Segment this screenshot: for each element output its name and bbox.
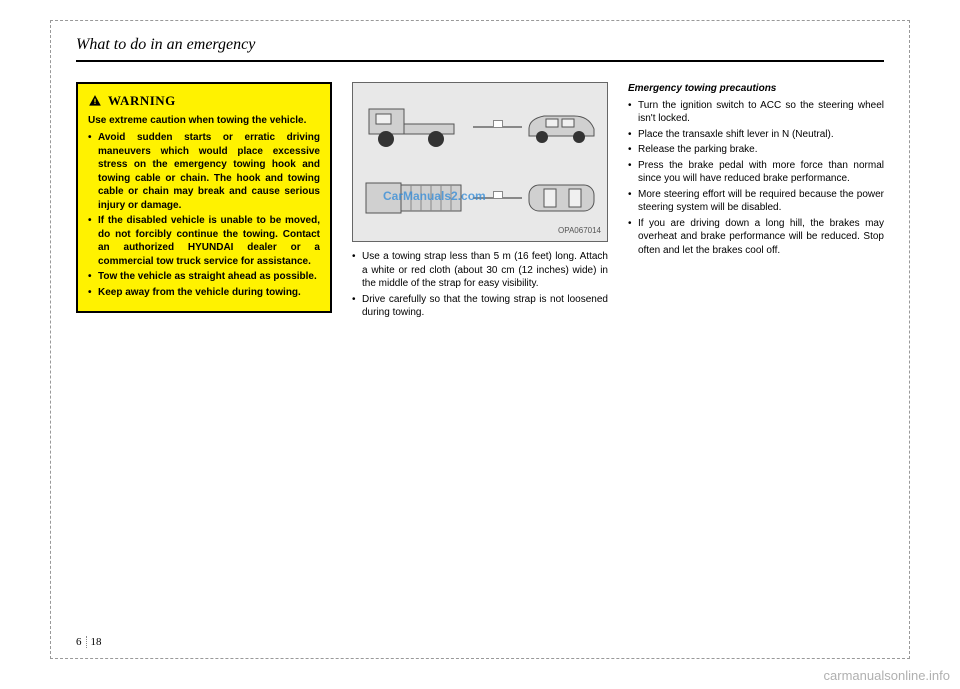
col3-item: If you are driving down a long hill, the… [628, 217, 884, 258]
warning-item: If the disabled vehicle is unable to be … [88, 214, 320, 268]
warning-title: WARNING [108, 92, 176, 110]
warning-intro: Use extreme caution when towing the vehi… [88, 114, 320, 128]
warning-list: Avoid sudden starts or erratic driving m… [88, 131, 320, 299]
warning-box: WARNING Use extreme caution when towing … [76, 82, 332, 313]
col3-title: Emergency towing precautions [628, 82, 884, 96]
column-1: WARNING Use extreme caution when towing … [76, 82, 332, 322]
col3-item: More steering effort will be required be… [628, 188, 884, 215]
truck-side-icon [361, 99, 471, 154]
header-title: What to do in an emergency [76, 36, 884, 58]
towing-diagram: OPA067014 CarManuals2.com [352, 82, 608, 242]
tow-strap-icon [473, 197, 522, 199]
col2-item: Use a towing strap less than 5 m (16 fee… [352, 250, 608, 291]
diagram-top-view [361, 162, 599, 233]
content-columns: WARNING Use extreme caution when towing … [76, 82, 884, 322]
truck-top-icon [361, 173, 471, 223]
warning-item: Tow the vehicle as straight ahead as pos… [88, 270, 320, 284]
tow-strap-icon [473, 126, 522, 128]
car-side-icon [524, 104, 599, 149]
page-number: 18 [86, 636, 102, 648]
page-header: What to do in an emergency [76, 36, 884, 62]
warning-icon [88, 94, 102, 108]
col3-list: Turn the ignition switch to ACC so the s… [628, 99, 884, 258]
diagram-side-view [361, 91, 599, 162]
car-top-icon [524, 177, 599, 219]
diagram-code: OPA067014 [558, 226, 601, 237]
header-rule [76, 60, 884, 62]
col2-list: Use a towing strap less than 5 m (16 fee… [352, 250, 608, 320]
col3-item: Press the brake pedal with more force th… [628, 159, 884, 186]
col3-item: Release the parking brake. [628, 143, 884, 157]
warning-item: Keep away from the vehicle during towing… [88, 286, 320, 300]
col2-item: Drive carefully so that the towing strap… [352, 293, 608, 320]
column-2: OPA067014 CarManuals2.com Use a towing s… [352, 82, 608, 322]
col3-item: Place the transaxle shift lever in N (Ne… [628, 128, 884, 142]
col3-item: Turn the ignition switch to ACC so the s… [628, 99, 884, 126]
page-footer: 618 [76, 636, 102, 648]
section-number: 6 [76, 636, 86, 648]
warning-header: WARNING [88, 92, 320, 110]
column-3: Emergency towing precautions Turn the ig… [628, 82, 884, 322]
page-container: What to do in an emergency WARNING Use e… [50, 20, 910, 659]
warning-item: Avoid sudden starts or erratic driving m… [88, 131, 320, 212]
site-watermark: carmanualsonline.info [824, 668, 950, 683]
